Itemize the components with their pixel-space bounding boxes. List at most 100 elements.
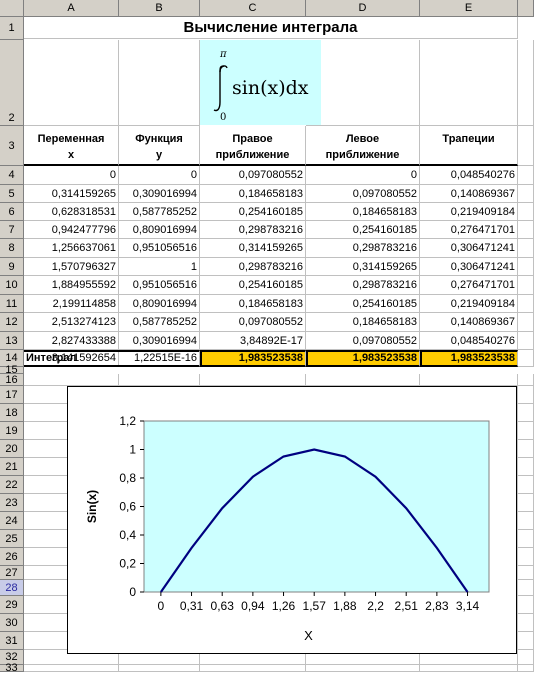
empty-cell[interactable]	[518, 350, 534, 367]
data-cell[interactable]: 0,097080552	[200, 313, 306, 332]
row-header-22[interactable]: 22	[0, 476, 24, 494]
data-cell[interactable]: 0,298783216	[200, 221, 306, 239]
empty-cell[interactable]	[518, 276, 534, 295]
empty-cell[interactable]	[518, 476, 534, 494]
formula-image[interactable]: π 0 sin(x)dx	[200, 40, 321, 125]
total-trapezoid[interactable]: 1,983523538	[420, 350, 518, 367]
data-cell[interactable]: 0,048540276	[420, 332, 518, 350]
data-cell[interactable]: 1	[119, 258, 200, 276]
empty-cell[interactable]	[518, 632, 534, 650]
data-cell[interactable]: 0,184658183	[200, 185, 306, 203]
total-label[interactable]: Интеграл	[24, 350, 200, 367]
row-header-5[interactable]: 5	[0, 185, 24, 203]
empty-cell[interactable]	[518, 374, 534, 386]
empty-cell[interactable]	[518, 458, 534, 476]
row-header-17[interactable]: 17	[0, 386, 24, 404]
empty-cell[interactable]	[518, 386, 534, 404]
data-cell[interactable]: 0,140869367	[420, 313, 518, 332]
empty-cell[interactable]	[200, 374, 306, 386]
data-cell[interactable]: 0,254160185	[200, 276, 306, 295]
data-cell[interactable]: 0,628318531	[24, 203, 119, 221]
data-cell[interactable]: 0	[306, 166, 420, 185]
row-header-1[interactable]: 1	[0, 17, 24, 40]
row-header-9[interactable]: 9	[0, 258, 24, 276]
data-cell[interactable]: 0,254160185	[306, 221, 420, 239]
empty-cell[interactable]	[518, 185, 534, 203]
empty-cell[interactable]	[518, 580, 534, 596]
empty-cell[interactable]	[518, 566, 534, 580]
empty-cell[interactable]	[518, 494, 534, 512]
column-header-f[interactable]	[518, 0, 534, 17]
data-cell[interactable]: 0,809016994	[119, 221, 200, 239]
empty-cell[interactable]	[306, 40, 420, 126]
empty-cell[interactable]	[518, 440, 534, 458]
empty-cell[interactable]	[306, 665, 420, 672]
empty-cell[interactable]	[119, 374, 200, 386]
row-header-16[interactable]: 16	[0, 374, 24, 386]
empty-cell[interactable]	[518, 239, 534, 258]
empty-cell[interactable]	[518, 548, 534, 566]
data-cell[interactable]: 1,256637061	[24, 239, 119, 258]
data-cell[interactable]: 0,276471701	[420, 276, 518, 295]
data-cell[interactable]: 0,314159265	[306, 258, 420, 276]
row-header-33[interactable]: 33	[0, 665, 24, 672]
row-header-26[interactable]: 26	[0, 548, 24, 566]
row-header-10[interactable]: 10	[0, 276, 24, 295]
row-header-28[interactable]: 28	[0, 580, 24, 596]
data-cell[interactable]: 0,298783216	[306, 239, 420, 258]
empty-cell[interactable]	[518, 203, 534, 221]
empty-cell[interactable]	[518, 512, 534, 530]
data-cell[interactable]: 0,219409184	[420, 203, 518, 221]
data-cell[interactable]: 0,306471241	[420, 239, 518, 258]
row-header-25[interactable]: 25	[0, 530, 24, 548]
data-cell[interactable]: 3,84892E-17	[200, 332, 306, 350]
empty-cell[interactable]	[518, 665, 534, 672]
total-right[interactable]: 1,983523538	[200, 350, 306, 367]
data-cell[interactable]: 0,184658183	[200, 295, 306, 313]
empty-cell[interactable]	[518, 650, 534, 665]
data-cell[interactable]: 1,570796327	[24, 258, 119, 276]
row-header-21[interactable]: 21	[0, 458, 24, 476]
data-cell[interactable]: 0,276471701	[420, 221, 518, 239]
row-header-13[interactable]: 13	[0, 332, 24, 350]
data-cell[interactable]: 0,097080552	[306, 332, 420, 350]
empty-cell[interactable]	[518, 166, 534, 185]
data-cell[interactable]: 0,314159265	[200, 239, 306, 258]
data-cell[interactable]: 0,097080552	[306, 185, 420, 203]
column-header-c[interactable]: C	[200, 0, 306, 17]
empty-cell[interactable]	[306, 374, 420, 386]
column-header-e[interactable]: E	[420, 0, 518, 17]
empty-cell[interactable]	[518, 221, 534, 239]
data-cell[interactable]: 0,951056516	[119, 239, 200, 258]
data-cell[interactable]: 0,309016994	[119, 332, 200, 350]
row-header-19[interactable]: 19	[0, 422, 24, 440]
empty-cell[interactable]	[420, 40, 518, 126]
row-header-29[interactable]: 29	[0, 596, 24, 614]
data-cell[interactable]: 2,513274123	[24, 313, 119, 332]
row-header-20[interactable]: 20	[0, 440, 24, 458]
data-cell[interactable]: 0,298783216	[200, 258, 306, 276]
empty-cell[interactable]	[119, 665, 200, 672]
row-header-27[interactable]: 27	[0, 566, 24, 580]
data-cell[interactable]: 0,097080552	[200, 166, 306, 185]
row-header-2[interactable]: 2	[0, 40, 24, 126]
row-header-23[interactable]: 23	[0, 494, 24, 512]
column-header-a[interactable]: A	[24, 0, 119, 17]
row-header-18[interactable]: 18	[0, 404, 24, 422]
data-cell[interactable]: 2,199114858	[24, 295, 119, 313]
data-cell[interactable]: 0,809016994	[119, 295, 200, 313]
empty-cell[interactable]	[518, 258, 534, 276]
empty-cell[interactable]	[420, 374, 518, 386]
title-cell[interactable]: Вычисление интеграла	[24, 17, 518, 39]
empty-cell[interactable]	[518, 126, 534, 166]
data-cell[interactable]: 1,884955592	[24, 276, 119, 295]
empty-cell[interactable]	[518, 596, 534, 614]
row-header-24[interactable]: 24	[0, 512, 24, 530]
data-cell[interactable]: 0	[24, 166, 119, 185]
row-header-6[interactable]: 6	[0, 203, 24, 221]
data-cell[interactable]: 2,827433388	[24, 332, 119, 350]
data-cell[interactable]: 0	[119, 166, 200, 185]
